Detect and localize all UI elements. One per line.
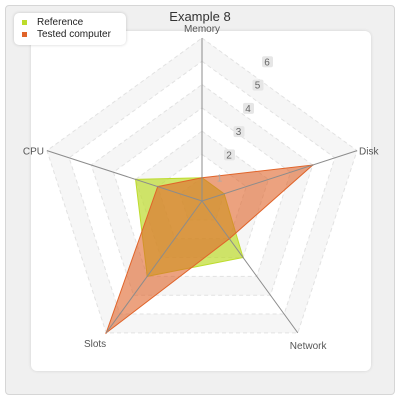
axis-line-1 bbox=[201, 150, 358, 202]
legend-label-reference: Reference bbox=[37, 17, 84, 28]
scale-tick-label-5: 5 bbox=[255, 81, 261, 92]
scale-tick-bg-3 bbox=[233, 126, 245, 138]
axis-line-2 bbox=[201, 200, 299, 334]
scale-tick-bg-5 bbox=[252, 79, 264, 91]
scale-tick-bg-6 bbox=[262, 56, 273, 68]
scale-tick-label-4: 4 bbox=[245, 104, 251, 115]
scale-tick-bg-2 bbox=[224, 149, 235, 161]
axis-label-disk: Disk bbox=[359, 147, 379, 158]
series-area-1 bbox=[105, 164, 315, 335]
chart-title: Example 8 bbox=[169, 9, 231, 24]
scale-tick-label-3: 3 bbox=[236, 127, 242, 138]
legend[interactable]: Reference Tested computer bbox=[14, 13, 126, 45]
axis-line-3 bbox=[105, 200, 203, 334]
scale-tick-bg-4 bbox=[243, 102, 254, 114]
legend-swatch-reference bbox=[22, 20, 27, 25]
axis-label-cpu: CPU bbox=[23, 147, 44, 158]
legend-label-tested-computer: Tested computer bbox=[37, 29, 111, 40]
scale-tick-label-2: 2 bbox=[226, 150, 232, 161]
axis-label-memory: Memory bbox=[184, 24, 220, 35]
axis-label-network: Network bbox=[290, 341, 328, 352]
axis-line-4 bbox=[46, 150, 203, 202]
legend-swatch-tested-computer bbox=[22, 32, 27, 37]
scale-tick-label-6: 6 bbox=[264, 57, 270, 68]
scale-tick-label-1: 1 bbox=[217, 174, 223, 185]
axis-label-slots: Slots bbox=[84, 339, 106, 350]
